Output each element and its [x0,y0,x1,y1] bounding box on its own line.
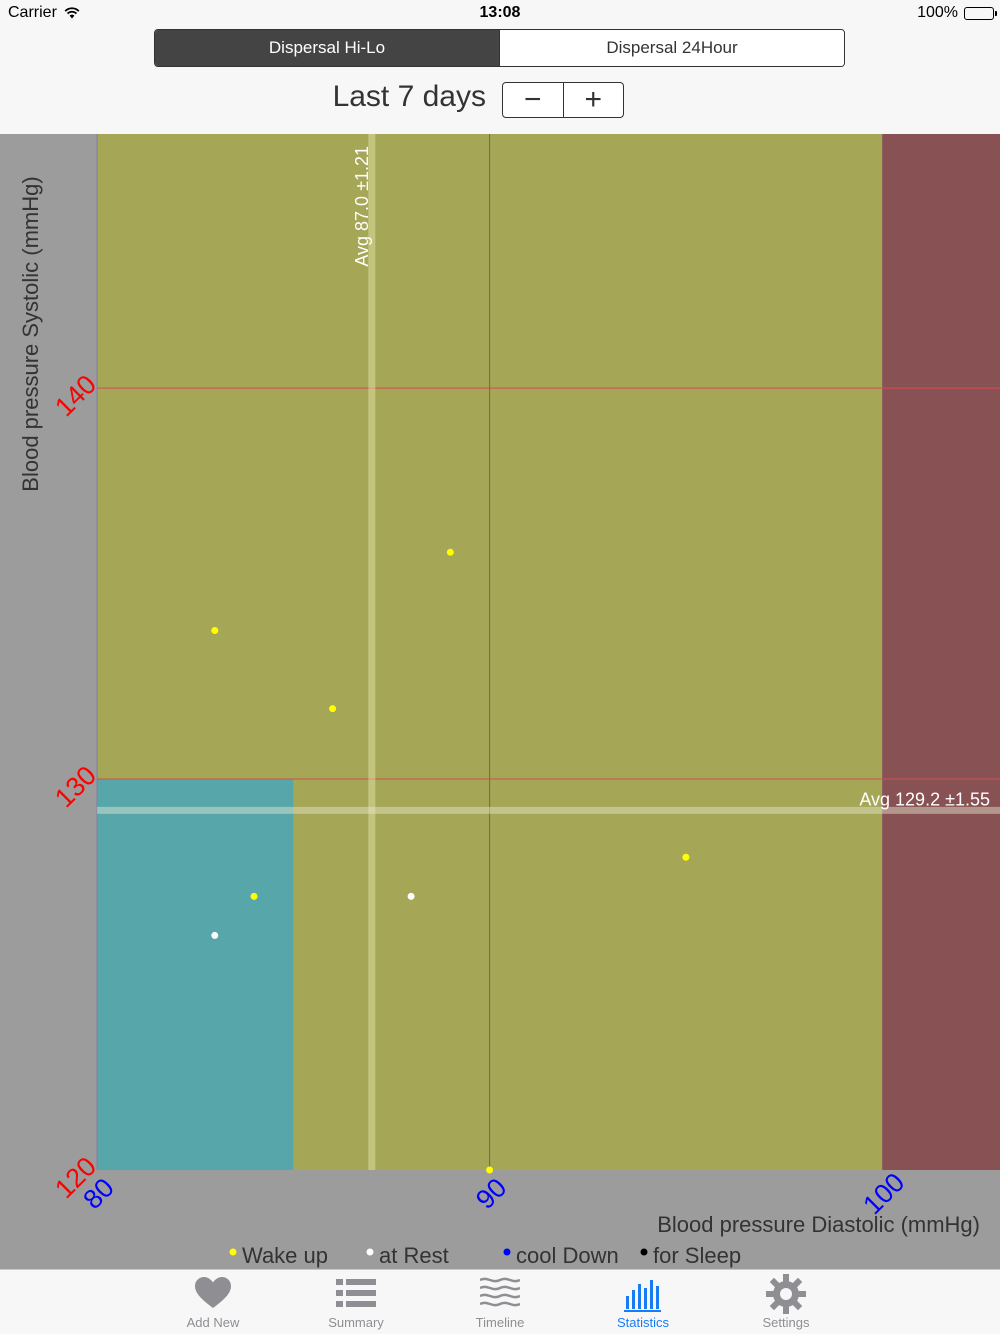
tab-label: Statistics [616,1315,669,1330]
data-point-at-rest-1 [407,892,415,900]
segment-dispersal-hi-lo[interactable]: Dispersal Hi-Lo [155,30,499,66]
period-stepper: − + [502,82,624,118]
tab-settings[interactable]: Settings [726,1270,846,1334]
tab-label: Settings [762,1315,810,1330]
legend-marker-cool-down [503,1248,511,1256]
statistics-icon [624,1280,661,1312]
battery-percentage: 100% [917,4,958,21]
data-point-wake-up-0 [211,626,219,634]
period-label: Last 7 days [332,80,486,113]
legend-label-at-rest: at Rest [379,1243,449,1268]
data-point-wake-up-4 [250,892,258,900]
legend-label-for-sleep: for Sleep [653,1243,741,1268]
legend-marker-for-sleep [640,1248,648,1256]
zone-high [882,134,1000,1170]
legend-marker-wake-up [229,1248,237,1256]
legend-label-wake-up: Wake up [242,1243,328,1268]
data-point-at-rest-0 [211,931,219,939]
x-tick-label-90: 90 [470,1172,512,1214]
tab-add-new[interactable]: Add New [153,1270,273,1334]
tab-summary[interactable]: Summary [296,1270,416,1334]
heart-icon [195,1277,231,1308]
status-bar: Carrier 13:08 100% [0,0,1000,28]
timeline-icon [480,1277,520,1307]
avg-y-label: Avg 129.2 ±1.55 [859,789,990,809]
decrease-period-button[interactable]: − [523,83,542,116]
data-point-wake-up-2 [446,548,454,556]
dispersal-chart: Avg 87.0 ±1.21 Avg 129.2 ±1.55 120 130 140 80… [0,134,1000,1269]
data-point-wake-up-5 [486,1166,494,1174]
list-icon [336,1279,376,1307]
zone-normal [97,779,294,1170]
y-axis-title: Blood pressure Systolic (mmHg) [18,176,43,491]
chart-mode-segmented-control: Dispersal Hi-Lo Dispersal 24Hour [154,29,845,67]
tab-label: Timeline [475,1315,525,1330]
tab-bar: Add New Summary Timeline [0,1269,1000,1334]
data-point-wake-up-3 [682,853,690,861]
carrier-label: Carrier [8,4,57,21]
increase-period-button[interactable]: + [562,83,624,117]
y-tick-label-140: 140 [49,369,102,422]
avg-x-label: Avg 87.0 ±1.21 [352,146,372,267]
legend-marker-at-rest [366,1248,374,1256]
clock: 13:08 [479,4,521,21]
tab-statistics[interactable]: Statistics [583,1270,703,1334]
wifi-icon [64,6,80,24]
data-point-wake-up-1 [329,705,337,713]
tab-label: Summary [328,1315,384,1330]
gear-icon [766,1274,806,1314]
tab-label: Add New [186,1315,240,1330]
x-axis-title: Blood pressure Diastolic (mmHg) [657,1212,980,1237]
segment-dispersal-24hour[interactable]: Dispersal 24Hour [499,30,844,66]
y-tick-label-130: 130 [49,760,102,813]
battery-icon [964,7,997,20]
legend-label-cool-down: cool Down [516,1243,619,1268]
tab-timeline[interactable]: Timeline [440,1270,560,1334]
